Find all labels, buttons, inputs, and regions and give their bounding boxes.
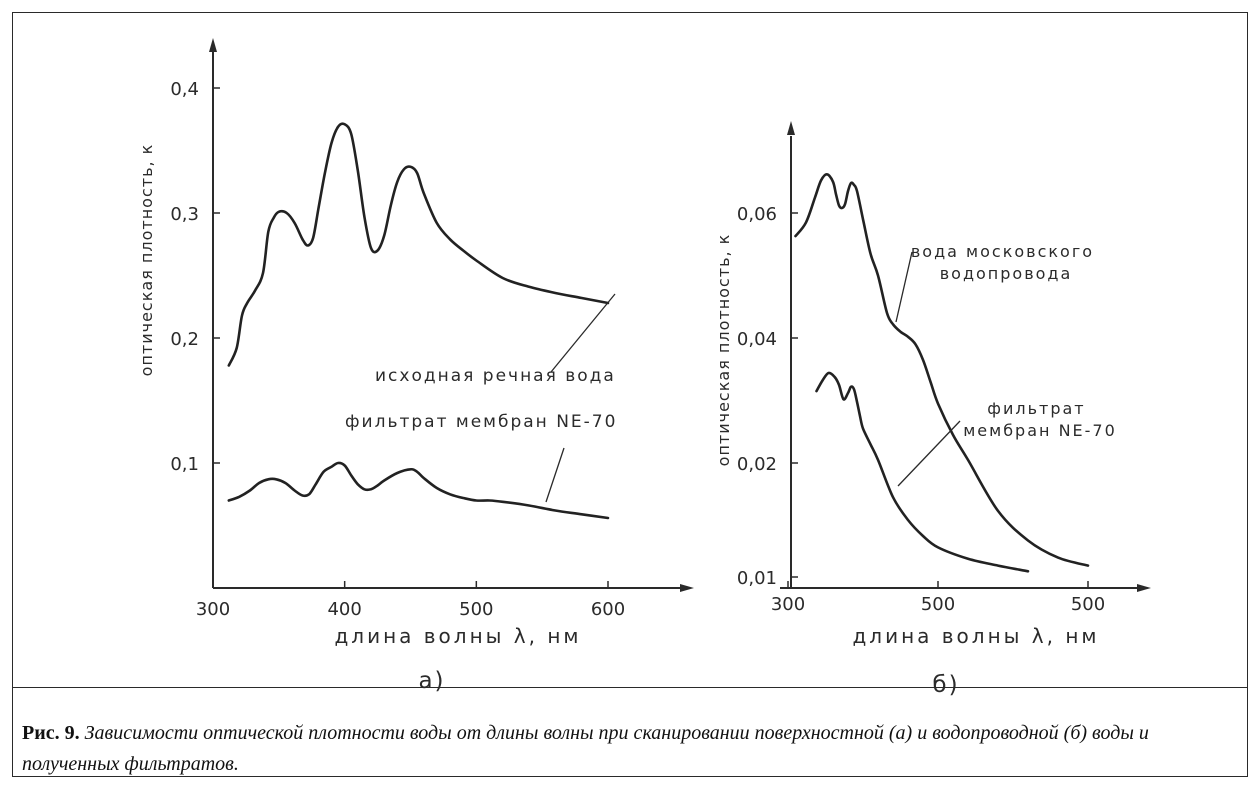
panel-a-label: а) bbox=[418, 668, 445, 694]
panel-a-series-1-line bbox=[229, 124, 608, 366]
x-tick-label: 500 bbox=[1071, 594, 1105, 615]
panel-b-series bbox=[796, 174, 1089, 571]
caption-label: Рис. 9. bbox=[22, 722, 80, 744]
panel-b-y-arrow bbox=[787, 121, 795, 135]
panel-b-y-label: оптическая плотность, к bbox=[714, 234, 733, 467]
y-tick-label: 0,3 bbox=[170, 204, 199, 225]
panel-b-annotation-tap-line1: вода московского bbox=[911, 242, 1094, 261]
panel-a-y-arrow bbox=[209, 38, 217, 52]
panel-a-y-label: оптическая плотность, к bbox=[137, 144, 156, 377]
panel-a-x-arrow bbox=[680, 584, 694, 592]
panel-b-leader-filtrate bbox=[898, 421, 960, 486]
panel-a-annotation-river: исходная речная вода bbox=[375, 366, 616, 386]
x-tick-label: 500 bbox=[921, 594, 955, 615]
x-tick-label: 400 bbox=[327, 599, 361, 620]
panel-a-annotation-filtrate: фильтрат мембран NE-70 bbox=[345, 412, 617, 432]
y-tick-label: 0,2 bbox=[170, 329, 199, 350]
x-tick-label: 500 bbox=[459, 599, 493, 620]
panel-a-series bbox=[229, 124, 608, 518]
panel-b-annotation-filtrate-line1: фильтрат bbox=[987, 399, 1085, 418]
panel-b-annotation-filtrate-line2: мембран NE-70 bbox=[963, 421, 1117, 440]
y-tick-label: 0,4 bbox=[170, 79, 199, 100]
y-tick-label: 0,02 bbox=[737, 454, 777, 475]
x-tick-label: 600 bbox=[591, 599, 625, 620]
panel-a-x-ticks: 300 400 500 600 bbox=[196, 581, 625, 620]
y-tick-label: 0,06 bbox=[737, 204, 777, 225]
panel-b-x-label: длина волны λ, нм bbox=[852, 624, 1099, 648]
panel-a-leader-filtrate bbox=[546, 448, 564, 502]
panel-b-leader-tap bbox=[896, 252, 912, 322]
caption-text: Зависимости оптической плотности воды от… bbox=[22, 722, 1149, 775]
y-tick-label: 0,04 bbox=[737, 329, 777, 350]
panel-a: 300 400 500 600 0,1 0,2 0,3 0,4 длина волны λ,… bbox=[137, 38, 694, 694]
panel-b-annotation-tap-line2: водопровода bbox=[940, 264, 1073, 283]
figure-caption: Рис. 9. Зависимости оптической плотности… bbox=[22, 718, 1242, 780]
y-tick-label: 0,1 bbox=[170, 454, 199, 475]
x-tick-label: 300 bbox=[771, 594, 805, 615]
panel-b-x-ticks: 300 500 500 bbox=[771, 581, 1105, 615]
panel-b-series-1-line bbox=[796, 174, 1089, 565]
panel-a-series-2-line bbox=[229, 463, 608, 518]
panel-b: 300 500 500 0,01 0,02 0,04 0,06 длина волны λ… bbox=[714, 121, 1151, 698]
x-tick-label: 300 bbox=[196, 599, 230, 620]
panel-b-y-ticks: 0,01 0,02 0,04 0,06 bbox=[737, 204, 798, 589]
panel-a-leader-river bbox=[551, 294, 615, 372]
y-tick-label: 0,01 bbox=[737, 568, 777, 589]
panel-b-annotation-filtrate: фильтрат мембран NE-70 bbox=[963, 399, 1117, 440]
panel-a-x-label: длина волны λ, нм bbox=[334, 624, 581, 648]
panel-b-label: б) bbox=[932, 672, 959, 698]
panel-b-x-arrow bbox=[1137, 584, 1151, 592]
panel-b-annotation-tap: вода московского водопровода bbox=[911, 242, 1101, 283]
